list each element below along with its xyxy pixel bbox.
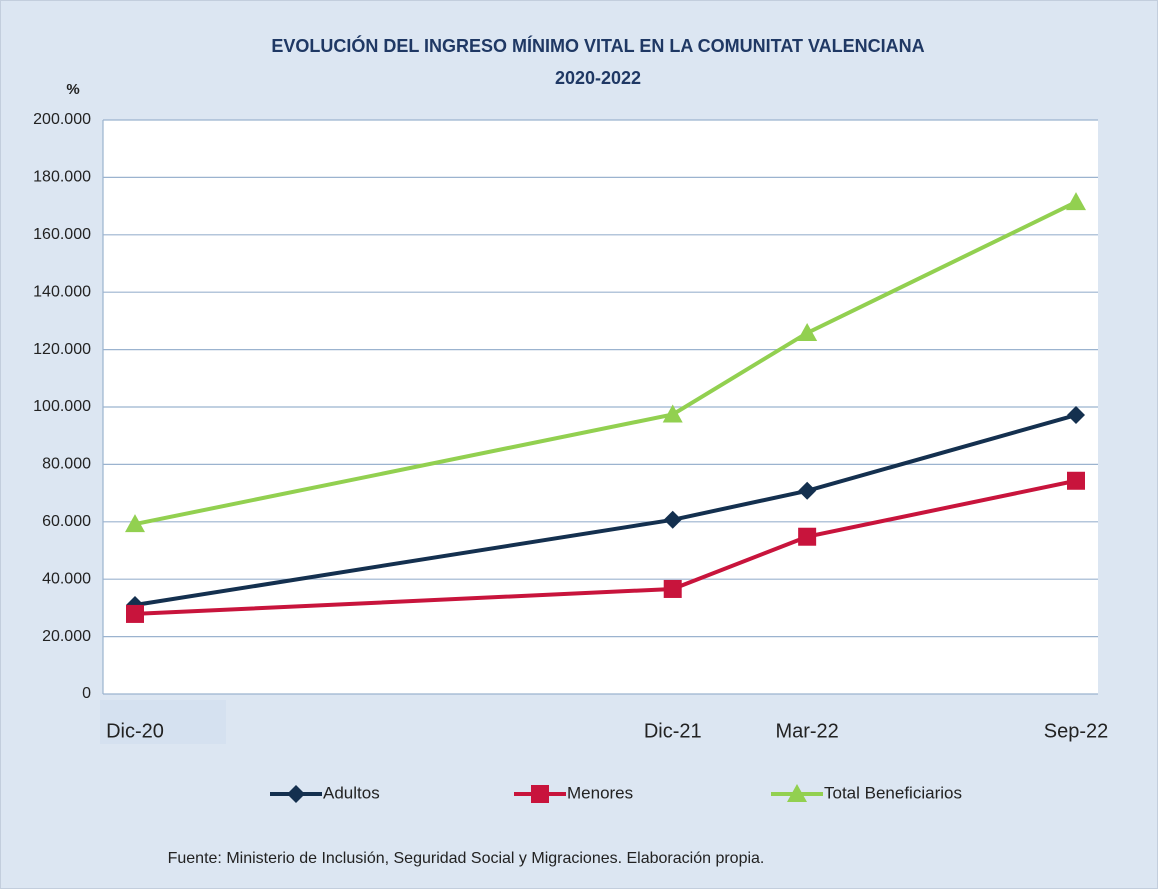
marker — [798, 527, 817, 546]
marker — [1067, 406, 1085, 425]
marker — [663, 579, 682, 598]
y-tick-label: 0 — [82, 685, 91, 702]
marker — [531, 785, 549, 803]
series-line — [134, 413, 1077, 608]
marker — [663, 510, 682, 529]
chart-title: EVOLUCIÓN DEL INGRESO MÍNIMO VITAL EN LA… — [271, 35, 924, 56]
marker — [1066, 192, 1086, 211]
marker — [798, 481, 817, 500]
marker — [125, 514, 145, 533]
x-tick-label: Dic-20 — [106, 720, 164, 742]
marker — [126, 604, 144, 623]
marker — [787, 784, 807, 802]
y-tick-label: 20.000 — [42, 628, 91, 645]
y-tick-label: 60.000 — [42, 513, 91, 530]
y-tick-label: 120.000 — [33, 341, 91, 358]
label-box — [100, 700, 226, 744]
y-tick-label: 140.000 — [33, 283, 91, 300]
marker — [287, 785, 305, 803]
series-line — [134, 478, 1077, 616]
marker — [662, 404, 683, 423]
legend-label: Menores — [567, 783, 633, 802]
y-tick-label: 200.000 — [33, 111, 91, 128]
chart-title: 2020-2022 — [555, 68, 641, 88]
source-note: Fuente: Ministerio de Inclusión, Segurid… — [168, 850, 765, 867]
series-line — [134, 200, 1077, 527]
x-tick-label: Dic-21 — [644, 720, 702, 742]
x-tick-label: Mar-22 — [775, 720, 838, 742]
y-tick-label: 80.000 — [42, 456, 91, 473]
legend-label: Adultos — [323, 783, 380, 802]
y-tick-label: 160.000 — [33, 226, 91, 243]
y-tick-label: 40.000 — [42, 570, 91, 587]
y-tick-label: 180.000 — [33, 169, 91, 186]
y-axis-label: % — [66, 81, 79, 98]
marker — [1067, 471, 1085, 490]
y-tick-label: 100.000 — [33, 398, 91, 415]
legend-label: Total Beneficiarios — [824, 783, 962, 802]
x-tick-label: Sep-22 — [1044, 720, 1109, 742]
marker — [797, 322, 818, 341]
